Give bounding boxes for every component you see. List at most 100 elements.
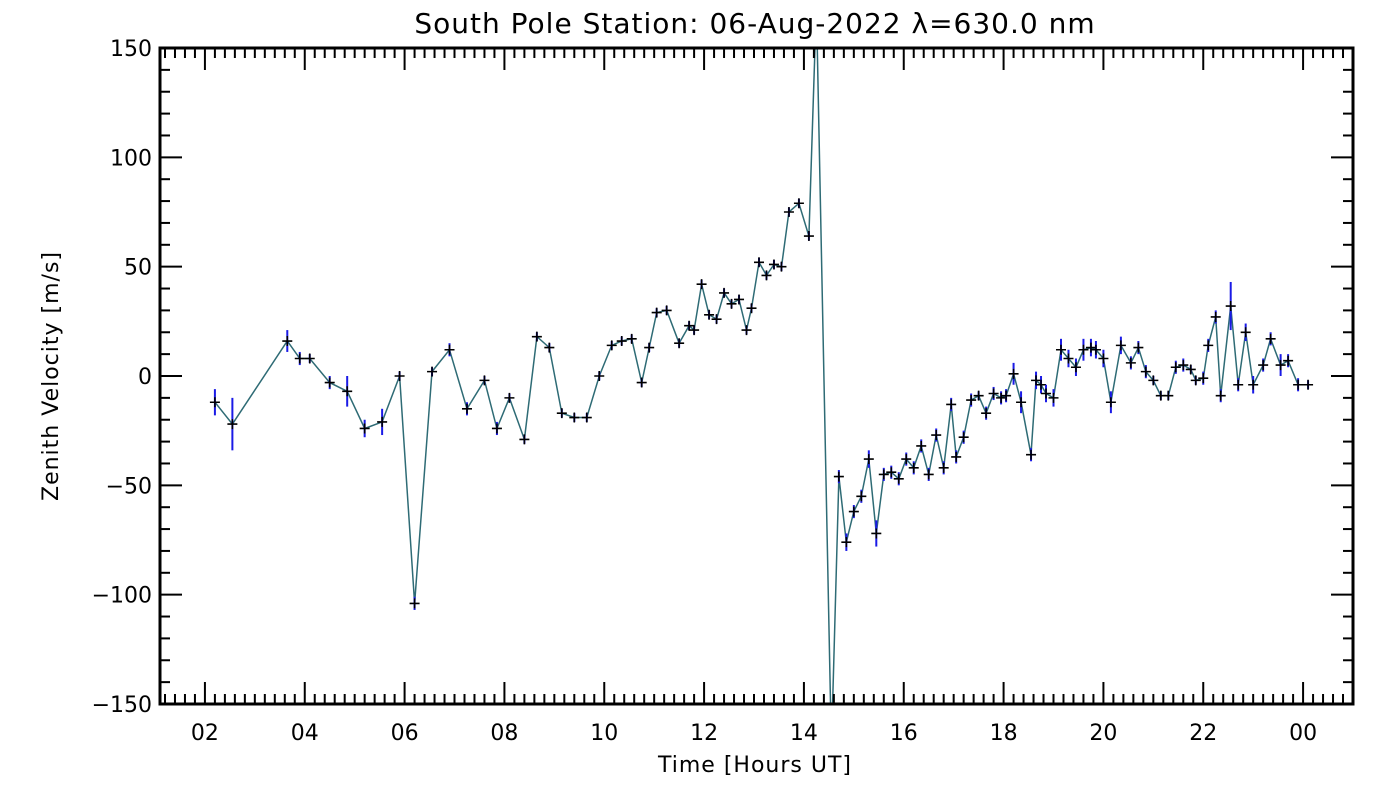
data-point-marker [783,207,794,217]
x-tick-label: 04 [291,721,319,746]
data-point-marker [359,423,370,434]
data-point-marker [519,434,530,445]
plot-area [209,48,1314,704]
data-point-marker [741,325,752,336]
data-point-marker [1190,375,1201,386]
data-point-marker [1048,392,1059,403]
data-point-marker [1115,340,1126,351]
data-point-marker [342,386,353,397]
data-point-marker [871,528,882,539]
data-point-marker [988,388,999,399]
data-point-marker [946,399,957,410]
data-point-marker [1275,360,1286,371]
data-point-marker [1198,373,1209,384]
y-axis-label: Zenith Velocity [m/s] [39,251,64,501]
data-point-marker [1001,390,1012,401]
data-point-marker [282,336,293,347]
data-point-marker [1031,375,1042,386]
data-point-marker [704,309,715,320]
data-point-marker [684,320,695,331]
data-point-marker [1265,333,1276,344]
data-point-marker [674,338,685,349]
data-point-marker [1248,379,1259,390]
data-point-marker [461,403,472,414]
data-point-marker [227,419,238,430]
x-tick-label: 22 [1189,721,1217,746]
data-point-marker [863,454,874,465]
x-tick-label: 18 [990,721,1018,746]
data-point-marker [734,294,745,305]
data-point-marker [1225,301,1236,312]
data-point-marker [606,340,617,351]
x-axis-label: Time [Hours UT] [657,753,852,778]
data-point-marker [1140,366,1151,377]
data-point-marker [626,333,637,344]
data-point-marker [1036,379,1047,390]
data-point-marker [491,423,502,434]
data-point-marker [544,342,555,353]
data-point-marker [1148,375,1159,386]
data-point-marker [427,366,438,377]
data-point-marker [1063,353,1074,364]
data-point-marker [753,257,764,268]
data-point-marker [1233,379,1244,390]
data-point-marker [689,325,700,336]
x-tick-label: 08 [490,721,518,746]
data-point-marker [504,392,515,403]
data-point-marker [696,279,707,290]
data-point-marker [209,397,220,408]
data-point-marker [651,307,662,318]
data-point-marker [931,430,942,441]
data-point-marker [951,451,962,462]
data-point-marker [1293,379,1304,390]
data-point-marker [1303,379,1314,390]
data-point-marker [1283,355,1294,366]
data-point-marker [1078,344,1089,355]
data-point-marker [1215,390,1226,401]
data-point-marker [1085,342,1096,353]
data-point-marker [938,462,949,473]
data-point-marker [1055,344,1066,355]
y-tick-label: −50 [106,474,152,499]
data-point-marker [776,261,787,272]
data-point-marker [833,471,844,482]
data-point-marker [1090,344,1101,355]
data-point-marker [1185,364,1196,375]
data-point-marker [848,506,859,517]
data-point-marker [768,259,779,270]
data-point-marker [886,467,897,478]
data-point-marker [973,390,984,401]
data-point-marker [594,371,605,381]
data-point-marker [581,412,592,423]
data-point-marker [878,469,889,480]
x-tick-label: 20 [1089,721,1117,746]
data-point-marker [856,491,867,502]
data-point-marker [409,598,420,609]
data-point-marker [377,416,388,427]
data-point-marker [1070,362,1081,373]
x-tick-label: 10 [590,721,618,746]
data-point-marker [556,408,567,419]
data-point-marker [661,305,672,316]
data-point-marker [981,408,992,419]
data-point-marker [958,432,969,443]
data-point-marker [1008,368,1019,379]
data-point-marker [793,198,804,209]
y-tick-label: 0 [138,365,152,390]
y-tick-label: 150 [110,37,152,62]
data-point-marker [746,303,757,314]
data-point-marker [761,270,772,281]
x-tick-label: 06 [391,721,419,746]
data-point-marker [1178,360,1189,371]
data-point-marker [294,353,305,364]
data-point-marker [531,331,542,342]
data-point-marker [841,537,852,548]
data-point-marker [1041,388,1052,399]
data-point-marker [711,314,722,325]
data-point-marker [901,454,912,465]
data-point-marker [1210,311,1221,322]
data-point-marker [644,342,655,353]
data-point-marker [923,469,934,480]
x-tick-label: 14 [790,721,818,746]
